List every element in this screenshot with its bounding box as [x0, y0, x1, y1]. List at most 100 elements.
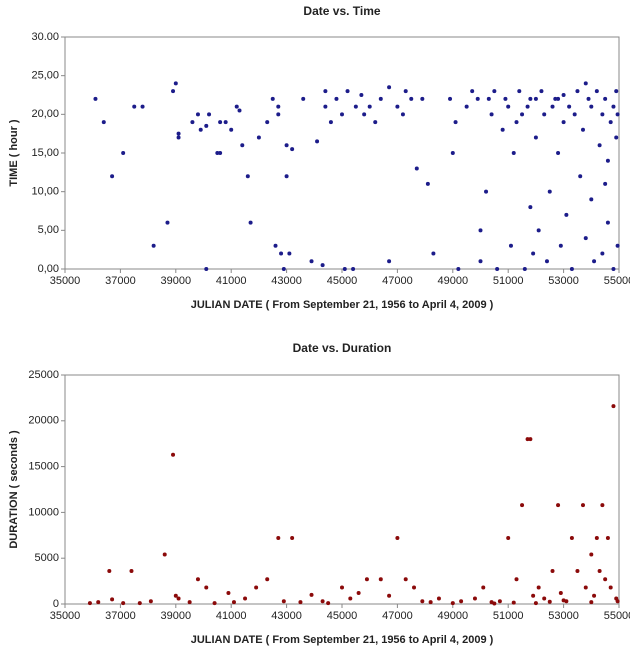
point: [459, 599, 464, 604]
point: [107, 569, 112, 574]
point: [472, 596, 477, 601]
point: [223, 120, 228, 125]
point: [453, 120, 458, 125]
point: [207, 112, 212, 117]
point: [276, 536, 281, 541]
point: [359, 93, 364, 97]
point: [204, 267, 209, 271]
point: [589, 197, 594, 202]
point: [281, 599, 286, 604]
x-tick-label: 47000: [382, 275, 413, 287]
y-tick-label: 0: [53, 598, 59, 610]
x-tick-label: 37000: [105, 275, 136, 287]
point: [204, 123, 209, 128]
point: [508, 243, 513, 248]
x-tick-label: 43000: [271, 275, 302, 287]
point: [456, 267, 461, 271]
point: [334, 96, 339, 101]
point: [342, 267, 347, 271]
point: [495, 267, 500, 271]
point: [273, 243, 278, 248]
x-tick-label: 47000: [382, 610, 413, 622]
point: [218, 120, 223, 125]
point: [603, 577, 608, 582]
point: [597, 569, 602, 574]
point: [284, 174, 289, 179]
point: [137, 601, 142, 606]
x-tick-label: 51000: [493, 275, 524, 287]
point: [586, 96, 591, 101]
y-tick-label: 25000: [28, 369, 59, 381]
point: [450, 151, 455, 155]
point: [448, 96, 453, 101]
point: [110, 597, 115, 602]
point: [240, 143, 245, 148]
point: [484, 189, 489, 194]
point: [176, 131, 181, 136]
y-tick-label: 30.00: [31, 31, 59, 43]
x-tick-label: 35000: [50, 275, 81, 287]
point: [575, 569, 580, 574]
point: [290, 147, 295, 152]
point: [542, 596, 547, 601]
y-tick-label: 10000: [28, 506, 59, 518]
point: [450, 601, 455, 606]
point: [132, 104, 137, 109]
point: [367, 104, 372, 109]
point: [478, 228, 483, 233]
chart-title: Date vs. Time: [303, 4, 380, 18]
point: [315, 139, 320, 144]
point: [96, 600, 101, 605]
x-tick-label: 45000: [327, 275, 358, 287]
point: [101, 120, 106, 125]
point: [237, 108, 242, 113]
point: [578, 174, 583, 179]
point: [558, 591, 563, 596]
point: [320, 599, 325, 604]
point: [229, 127, 234, 132]
x-tick-label: 41000: [216, 275, 247, 287]
point: [608, 585, 613, 590]
point: [420, 599, 425, 604]
point: [556, 151, 561, 155]
point: [503, 96, 508, 101]
point: [583, 81, 588, 86]
point: [345, 89, 350, 94]
point: [536, 228, 541, 233]
point: [243, 596, 248, 601]
point: [544, 259, 549, 264]
point: [525, 104, 530, 109]
point: [547, 599, 552, 604]
point: [326, 601, 331, 606]
point: [553, 96, 558, 101]
point: [420, 96, 425, 101]
point: [475, 96, 480, 101]
point: [431, 251, 436, 256]
point: [572, 112, 577, 117]
x-tick-label: 49000: [438, 610, 469, 622]
point: [245, 174, 250, 179]
point: [580, 127, 585, 132]
point: [517, 89, 522, 94]
point: [597, 143, 602, 148]
point: [520, 112, 525, 117]
point: [281, 267, 286, 271]
point: [611, 104, 616, 109]
point: [589, 552, 594, 557]
point: [533, 135, 538, 140]
point: [215, 151, 220, 155]
point: [569, 536, 574, 541]
point: [340, 112, 344, 117]
point: [605, 536, 610, 541]
point: [531, 593, 536, 598]
point: [353, 104, 358, 109]
point: [414, 166, 419, 171]
point: [514, 120, 519, 125]
point: [412, 585, 417, 590]
point: [270, 96, 275, 101]
point: [309, 592, 314, 597]
x-tick-label: 53000: [548, 275, 579, 287]
point: [395, 536, 400, 541]
point: [520, 503, 525, 508]
